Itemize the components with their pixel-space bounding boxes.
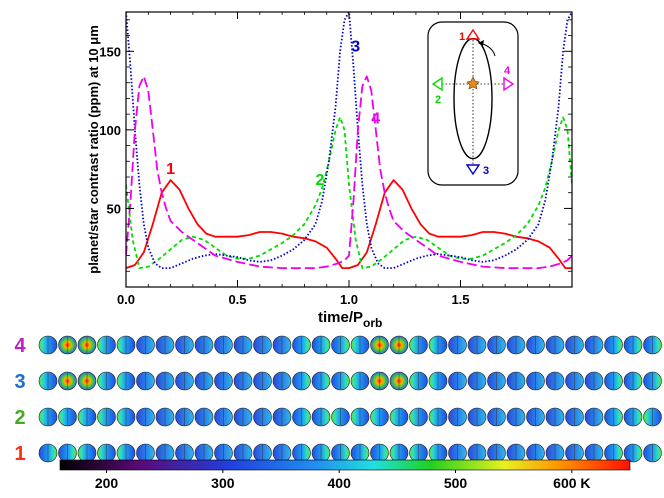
inset-label-1: 1: [459, 31, 465, 43]
y-tick-label: 50: [107, 201, 121, 216]
observer-1-icon: [465, 28, 481, 40]
curve-label-1: 1: [166, 161, 175, 178]
x-axis-label: time/Porb: [318, 309, 382, 330]
colorbar-tick-label: 300: [211, 475, 235, 491]
colorbar-tick-label: 400: [328, 475, 352, 491]
orbit-inset: 1 2 3 4: [427, 21, 519, 186]
star-icon: [466, 76, 480, 90]
colorbar-gradient: [59, 459, 631, 471]
colorbar: 200 300 400 500 600 K: [59, 459, 631, 491]
series-line-3: [126, 12, 572, 269]
map-row-2: [38, 407, 662, 427]
y-tick-label: 150: [99, 44, 121, 59]
observer-4-icon: [503, 76, 515, 92]
row-label-1: 1: [14, 443, 25, 465]
series-line-1: [126, 179, 572, 269]
map-row-1: [38, 443, 662, 463]
row-label-2: 2: [14, 407, 25, 429]
colorbar-tick-label: 200: [95, 475, 119, 491]
series-group: [126, 12, 572, 269]
x-tick-label: 1.0: [340, 292, 358, 307]
x-tick-label: 0.0: [117, 292, 135, 307]
orbit-direction-arrow: [482, 43, 496, 57]
row-label-4: 4: [14, 335, 26, 357]
inset-label-4: 4: [504, 65, 511, 77]
colorbar-tick-label: 600 K: [553, 475, 590, 491]
observer-3-icon: [465, 164, 481, 176]
arrow-head-icon: [478, 40, 484, 46]
y-tick-label: 100: [99, 123, 121, 138]
temperature-maps: 4 3 2 1: [14, 335, 662, 465]
x-axis-label-main: time/P: [318, 309, 363, 326]
curve-label-4: 4: [371, 111, 380, 128]
inset-label-3: 3: [483, 165, 489, 177]
x-tick-label: 0.5: [228, 292, 246, 307]
x-tick-label: 1.5: [451, 292, 469, 307]
colorbar-tick-label: 500: [444, 475, 468, 491]
row-label-3: 3: [14, 371, 25, 393]
curve-label-3: 3: [351, 38, 360, 55]
series-line-2: [126, 116, 572, 269]
series-line-4: [126, 75, 572, 269]
observer-2-icon: [431, 76, 443, 92]
x-axis-label-subscript: orb: [363, 316, 382, 330]
map-row-4: [38, 335, 662, 355]
inset-label-2: 2: [435, 94, 441, 106]
map-row-3: [38, 371, 662, 391]
curve-label-2: 2: [316, 172, 325, 189]
y-axis-label: planet/star contrast ratio (ppm) at 10 μ…: [86, 25, 101, 274]
